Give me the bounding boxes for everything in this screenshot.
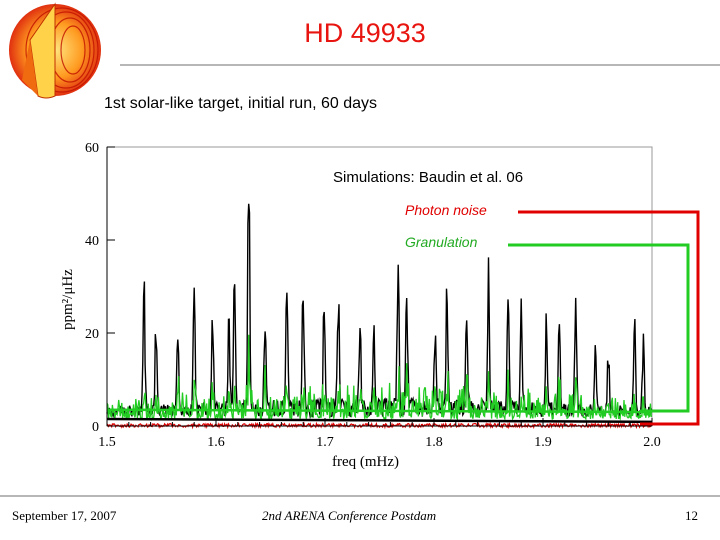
y-tick-label: 40 [85,234,99,249]
x-tick-label: 1.6 [207,435,225,450]
x-tick-label: 1.9 [534,435,552,450]
photon-noise-connector [518,210,700,426]
globe-oscillation-icon [9,2,101,99]
axis-layer: 1.5 1.6 1.7 1.8 1.9 2.0 0 20 40 60 [85,141,661,450]
legend-granulation: Granulation [405,234,478,250]
footer-conference: 2nd ARENA Conference Postdam [262,508,437,523]
spectrum-layer [106,203,653,430]
granulation-series [106,334,653,422]
y-tick-label: 0 [92,420,99,435]
granulation-fit-line [106,408,653,414]
photon-noise-series [106,421,653,430]
legend-title: Simulations: Baudin et al. 06 [333,169,523,186]
x-tick-label: 1.5 [98,435,116,450]
slide-title: HD 49933 [304,18,426,48]
y-tick-label: 20 [85,327,99,342]
footer-divider [0,495,720,497]
footer-date: September 17, 2007 [12,508,117,523]
slide-subtitle: 1st solar-like target, initial run, 60 d… [104,95,378,112]
y-axis-title: ppm²/μHz [60,269,76,330]
background-fit-line [106,417,653,424]
x-tick-label: 2.0 [643,435,661,450]
x-tick-label: 1.7 [316,435,334,450]
plot-frame [106,146,653,427]
y-tick-label: 60 [85,141,99,156]
title-divider [120,64,720,66]
page-number: 12 [685,508,698,523]
legend-photon-noise: Photon noise [405,202,487,218]
x-tick-label: 1.8 [425,435,443,450]
observed-spectrum-series [106,203,653,420]
x-axis-title: freq (mHz) [332,454,399,470]
power-spectrum-chart: 1.5 1.6 1.7 1.8 1.9 2.0 0 20 40 60 Simulations: B… [60,141,700,470]
granulation-connector [508,243,690,413]
